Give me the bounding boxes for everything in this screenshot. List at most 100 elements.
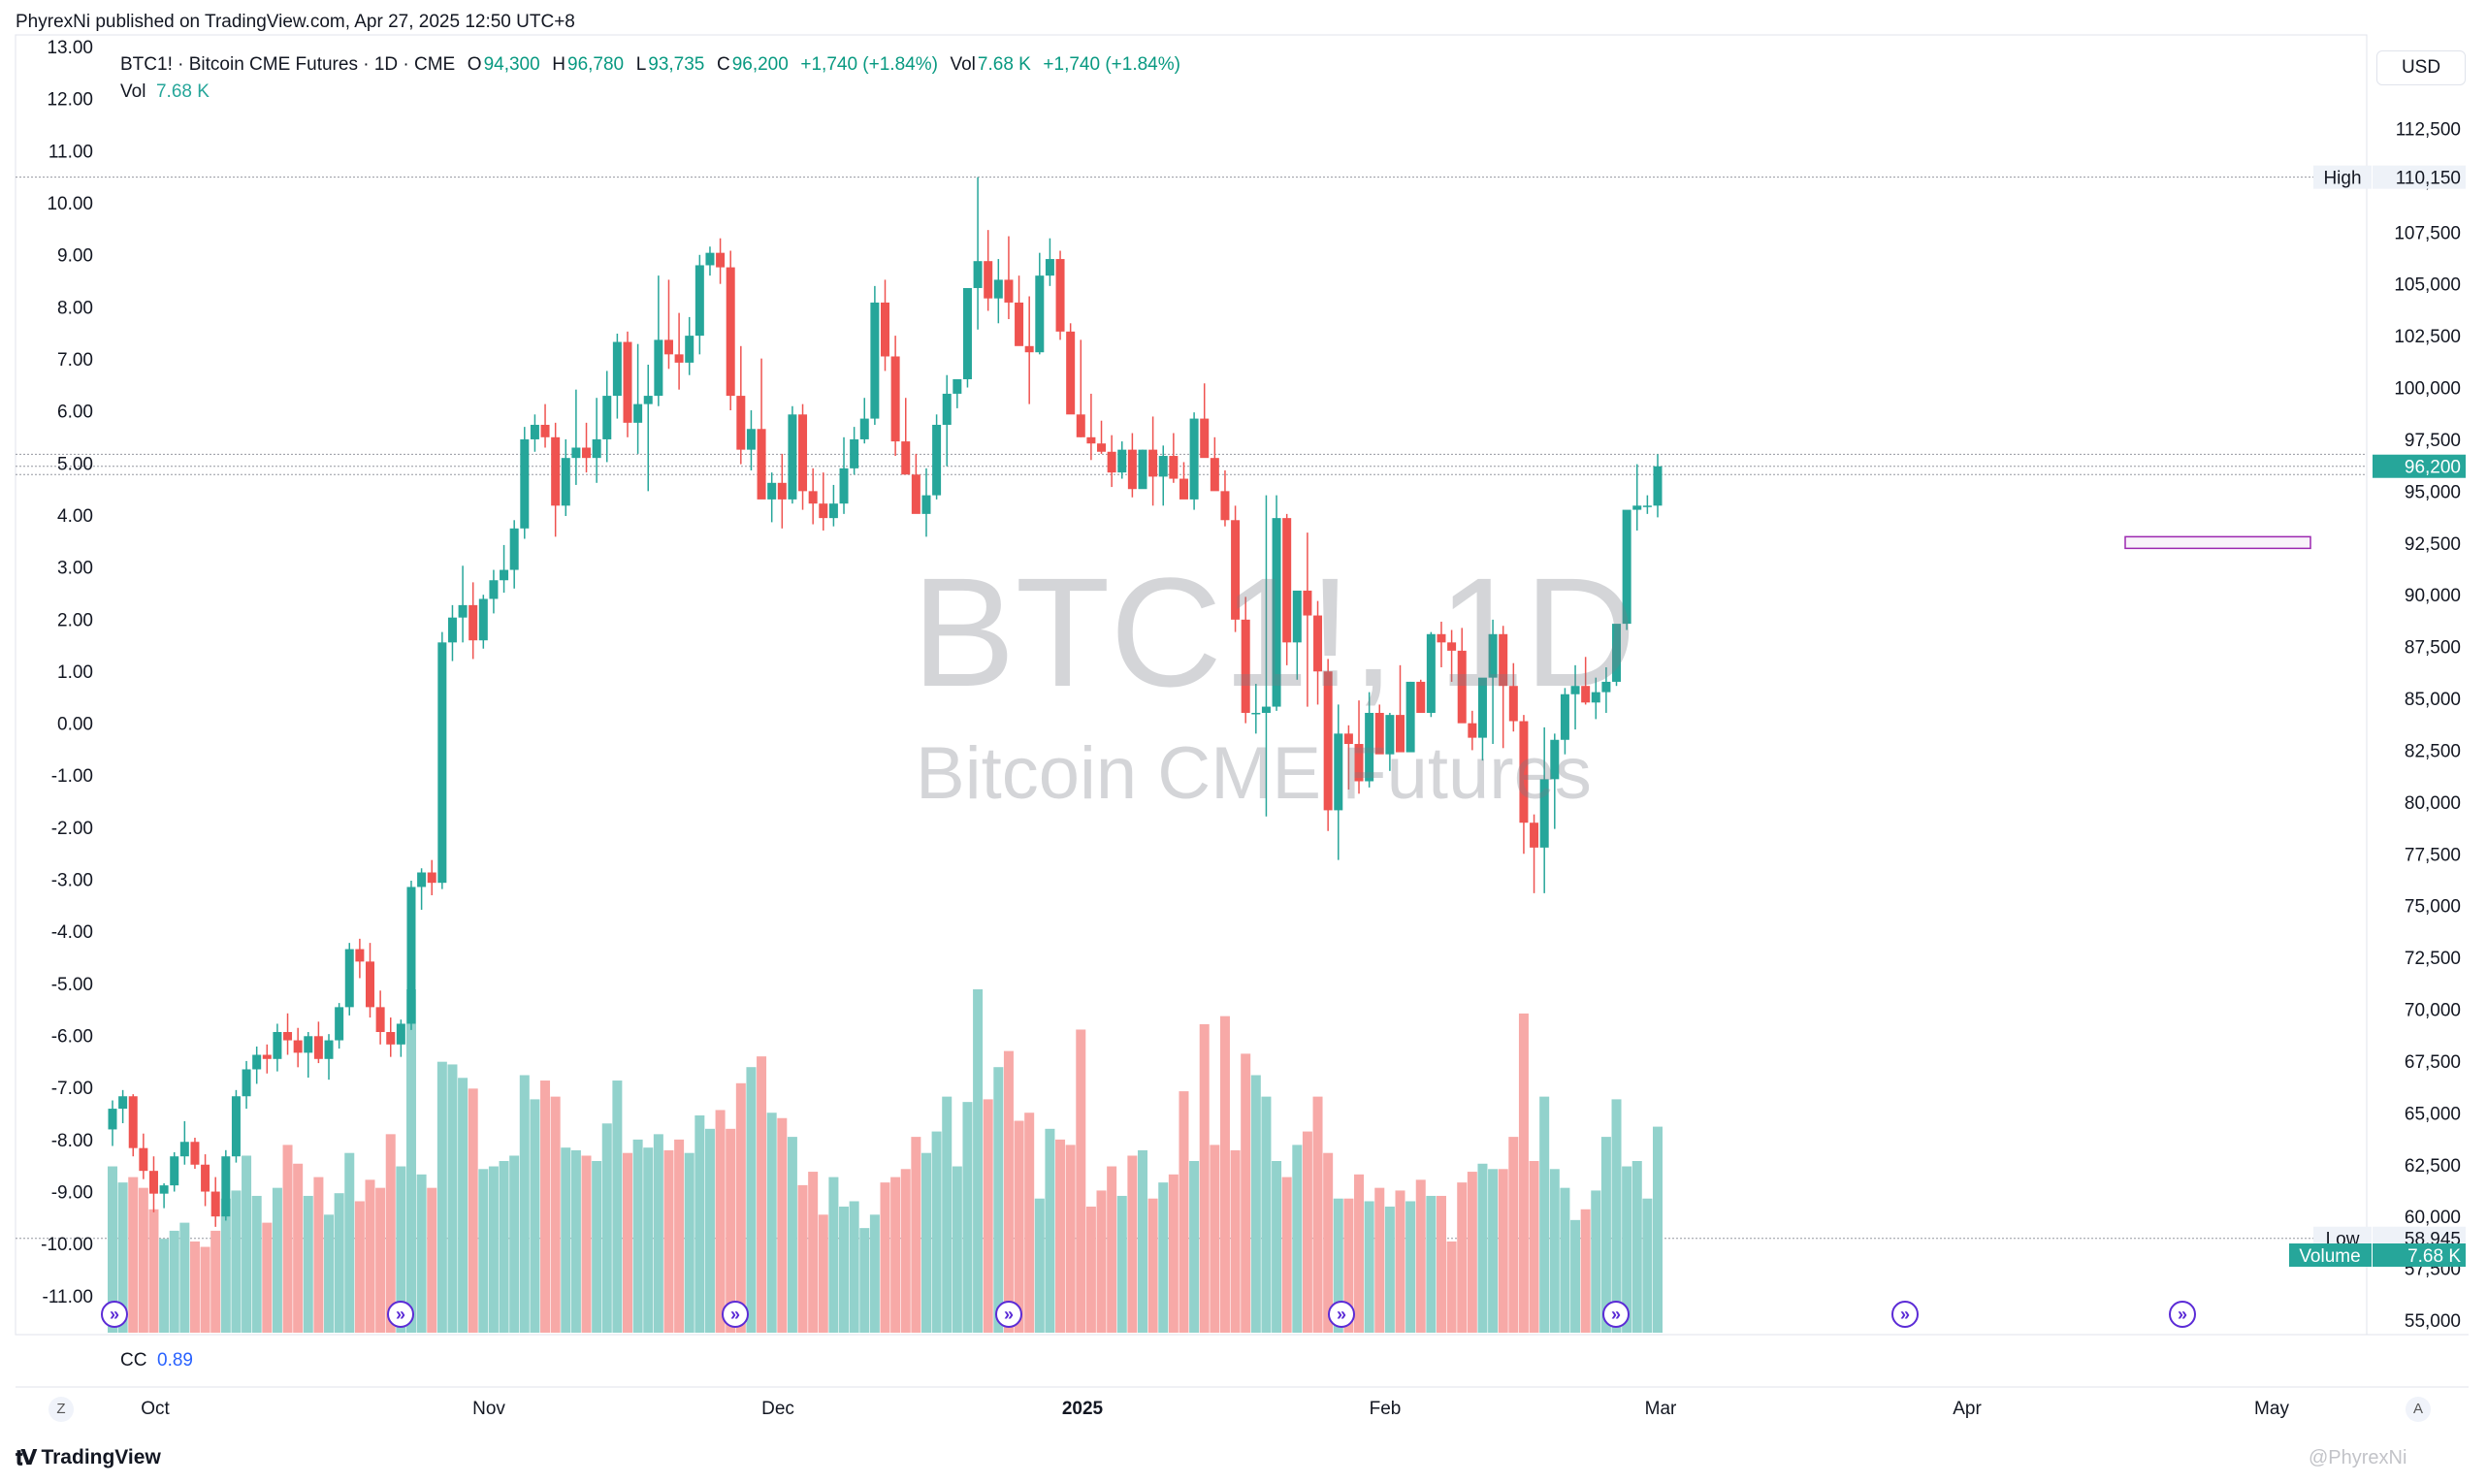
candle-down[interactable] (901, 441, 911, 475)
candle-up[interactable] (530, 424, 539, 439)
event-marker[interactable] (1602, 1301, 1630, 1328)
candle-up[interactable] (602, 396, 612, 439)
candle-up[interactable] (1632, 505, 1642, 510)
candle-down[interactable] (1313, 615, 1323, 672)
candle-down[interactable] (716, 252, 726, 268)
candle-up[interactable] (396, 1023, 405, 1045)
candle-down[interactable] (798, 414, 808, 492)
candle-up[interactable] (1601, 681, 1611, 693)
candle-down[interactable] (1107, 451, 1116, 473)
candle-up[interactable] (973, 261, 983, 288)
zoom-button[interactable]: Z (48, 1397, 74, 1422)
candle-up[interactable] (993, 279, 1003, 299)
candle-down[interactable] (293, 1040, 303, 1053)
candle-down[interactable] (1343, 733, 1353, 745)
candle-up[interactable] (1334, 733, 1343, 811)
candle-down[interactable] (1499, 633, 1508, 687)
candle-down[interactable] (201, 1164, 210, 1192)
candle-up[interactable] (870, 302, 880, 419)
candle-down[interactable] (1416, 681, 1426, 713)
candle-down[interactable] (1231, 520, 1241, 620)
candle-up[interactable] (273, 1032, 282, 1059)
candle-down[interactable] (911, 474, 921, 514)
candle-down[interactable] (1169, 456, 1179, 479)
candle-down[interactable] (1024, 345, 1034, 353)
candle-down[interactable] (582, 447, 592, 459)
candle-up[interactable] (654, 339, 663, 397)
candle-down[interactable] (375, 1007, 385, 1033)
candle-up[interactable] (643, 396, 653, 404)
candle-up[interactable] (746, 429, 756, 450)
candle-down[interactable] (1508, 686, 1518, 722)
event-marker[interactable] (101, 1301, 128, 1328)
candle-up[interactable] (458, 604, 468, 618)
candle-down[interactable] (1076, 414, 1085, 437)
candle-up[interactable] (324, 1040, 334, 1059)
candle-up[interactable] (859, 418, 869, 439)
candle-up[interactable] (592, 438, 601, 459)
candle-down[interactable] (1004, 279, 1014, 303)
candle-up[interactable] (1426, 633, 1436, 713)
candle-up[interactable] (1560, 694, 1569, 740)
candle-down[interactable] (1241, 619, 1250, 713)
candle-up[interactable] (406, 887, 416, 1024)
candle-down[interactable] (726, 267, 735, 397)
drawn-rectangle[interactable] (2124, 535, 2311, 550)
candle-up[interactable] (685, 336, 694, 363)
candle-up[interactable] (231, 1096, 241, 1157)
candle-up[interactable] (612, 341, 622, 397)
candle-down[interactable] (1519, 721, 1529, 823)
candle-up[interactable] (1488, 633, 1498, 678)
event-marker[interactable] (2169, 1301, 2196, 1328)
candle-down[interactable] (1148, 449, 1158, 477)
candle-down[interactable] (427, 872, 436, 884)
candle-up[interactable] (1591, 692, 1600, 703)
event-marker[interactable] (995, 1301, 1022, 1328)
candle-up[interactable] (304, 1036, 313, 1053)
candle-down[interactable] (819, 503, 828, 519)
symbol-line[interactable]: BTC1! · Bitcoin CME Futures · 1D · CME (120, 54, 456, 75)
tradingview-logo[interactable]: 𝐭𝗩 TradingView (16, 1445, 161, 1470)
candle-up[interactable] (694, 265, 704, 337)
candle-up[interactable] (489, 580, 499, 599)
candle-up[interactable] (417, 872, 427, 887)
candle-up[interactable] (767, 482, 777, 500)
candle-up[interactable] (1622, 509, 1631, 625)
candle-down[interactable] (1015, 302, 1024, 346)
auto-scale-button[interactable]: A (2406, 1397, 2431, 1422)
candle-down[interactable] (1396, 715, 1405, 753)
candle-up[interactable] (500, 569, 509, 581)
candle-down[interactable] (1066, 331, 1076, 415)
candle-down[interactable] (262, 1054, 272, 1059)
candle-up[interactable] (1642, 505, 1652, 507)
candle-down[interactable] (623, 341, 632, 423)
candle-down[interactable] (1210, 458, 1219, 492)
candle-down[interactable] (777, 482, 787, 500)
candle-up[interactable] (1261, 706, 1271, 713)
candle-up[interactable] (1138, 449, 1147, 490)
candle-up[interactable] (447, 617, 457, 643)
candle-down[interactable] (1179, 478, 1188, 500)
candle-up[interactable] (159, 1185, 169, 1194)
candle-down[interactable] (808, 491, 818, 504)
candle-up[interactable] (1539, 779, 1549, 848)
candle-down[interactable] (881, 302, 889, 357)
candle-up[interactable] (850, 438, 859, 468)
candle-down[interactable] (139, 1147, 148, 1172)
candle-down[interactable] (663, 339, 673, 355)
candle-down[interactable] (386, 1032, 396, 1045)
candle-up[interactable] (108, 1109, 117, 1130)
candle-up[interactable] (1035, 275, 1045, 353)
candle-up[interactable] (1117, 449, 1127, 473)
candle-up[interactable] (1385, 715, 1395, 755)
candle-up[interactable] (828, 503, 838, 519)
candle-up[interactable] (953, 378, 962, 394)
candle-down[interactable] (1127, 449, 1137, 490)
candle-up[interactable] (788, 414, 797, 500)
candle-up[interactable] (170, 1156, 179, 1186)
candle-up[interactable] (344, 949, 354, 1008)
candle-up[interactable] (839, 468, 849, 504)
candle-down[interactable] (1323, 671, 1333, 811)
candle-up[interactable] (1570, 686, 1580, 694)
